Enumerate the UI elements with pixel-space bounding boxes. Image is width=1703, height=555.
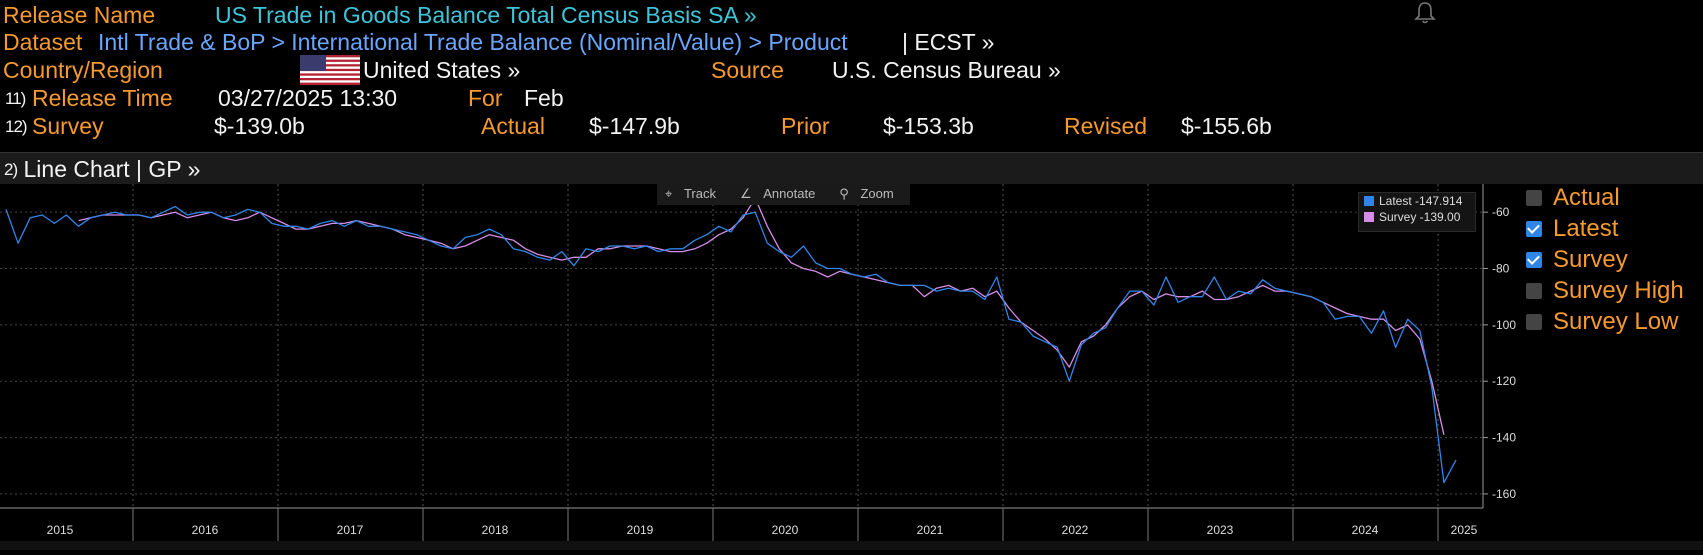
chart-section-number[interactable]: 2) xyxy=(4,160,18,179)
chart-section-label[interactable]: Line Chart | GP » xyxy=(23,156,201,182)
legend-latest: Latest -147.914 xyxy=(1359,193,1475,209)
actual-label: Actual xyxy=(481,113,545,139)
header-row-country: Country/Region United States » Source U.… xyxy=(0,55,1703,86)
x-tick-label: 2023 xyxy=(1207,523,1234,537)
y-tick-label: -60 xyxy=(1492,205,1510,219)
chart-section-bar: 2) Line Chart | GP » xyxy=(0,152,1703,185)
header-row-release-time: 11) Release Time 03/27/2025 13:30 For Fe… xyxy=(0,83,1703,114)
side-legend-latest[interactable]: Latest xyxy=(1526,214,1618,244)
side-legend-survey-low-label: Survey Low xyxy=(1553,308,1679,335)
series-line-latest xyxy=(5,205,1457,484)
y-tick-label: -140 xyxy=(1492,431,1516,445)
latest-checkbox[interactable] xyxy=(1526,221,1542,237)
source-link[interactable]: U.S. Census Bureau » xyxy=(832,57,1061,83)
for-label: For xyxy=(468,85,503,111)
x-tick-label: 2015 xyxy=(47,523,74,537)
legend-survey-swatch xyxy=(1364,212,1374,222)
zoom-button[interactable]: ⚲ Zoom xyxy=(831,183,909,205)
annotate-label: Annotate xyxy=(763,186,816,201)
revised-value: $-155.6b xyxy=(1181,113,1272,139)
side-legend-survey[interactable]: Survey xyxy=(1526,245,1628,275)
release-time-number[interactable]: 11) xyxy=(5,89,26,108)
bell-icon[interactable] xyxy=(1412,0,1438,26)
track-label: Track xyxy=(683,186,716,201)
x-tick-label: 2020 xyxy=(772,523,799,537)
release-time-value: 03/27/2025 13:30 xyxy=(218,85,398,111)
revised-label: Revised xyxy=(1064,113,1148,139)
dataset-ticker-link[interactable]: | ECST » xyxy=(902,29,995,55)
survey-value: $-139.0b xyxy=(214,113,305,139)
y-tick-label: -120 xyxy=(1492,374,1516,388)
header-row-dataset: Dataset Intl Trade & BoP > International… xyxy=(0,27,1703,58)
for-value: Feb xyxy=(524,85,564,111)
survey-high-checkbox[interactable] xyxy=(1526,283,1542,299)
prior-label: Prior xyxy=(781,113,830,139)
x-tick-label: 2022 xyxy=(1062,523,1089,537)
legend-survey: Survey -139.00 xyxy=(1359,209,1475,225)
zoom-label: Zoom xyxy=(860,186,894,201)
legend-latest-swatch xyxy=(1364,196,1374,206)
line-chart[interactable]: -60 -80 -100 -120 -140 -160 2015 2016 2017 2018 20… xyxy=(0,184,1703,550)
actual-checkbox[interactable] xyxy=(1526,190,1542,206)
chart-legend: Latest -147.914 Survey -139.00 xyxy=(1358,192,1476,232)
series-line-survey xyxy=(78,197,1445,435)
x-tick-label: 2017 xyxy=(337,523,364,537)
release-name-link[interactable]: US Trade in Goods Balance Total Census B… xyxy=(215,2,757,28)
header-row-survey: 12) Survey $-139.0b Actual $-147.9b Prio… xyxy=(0,111,1703,142)
us-flag-icon xyxy=(300,55,360,85)
y-tick-label: -80 xyxy=(1492,262,1510,276)
header-row-release: Release Name US Trade in Goods Balance T… xyxy=(0,0,1703,31)
y-tick-label: -100 xyxy=(1492,318,1516,332)
side-legend-survey-high[interactable]: Survey High xyxy=(1526,276,1684,306)
prior-value: $-153.3b xyxy=(883,113,974,139)
x-tick-label: 2019 xyxy=(627,523,654,537)
actual-value: $-147.9b xyxy=(589,113,680,139)
country-link[interactable]: United States » xyxy=(363,57,521,83)
side-legend-latest-label: Latest xyxy=(1553,215,1619,242)
annotate-button[interactable]: ∠ Annotate xyxy=(732,183,831,205)
chart-section-title[interactable]: 2) Line Chart | GP » xyxy=(4,153,200,188)
release-time-label[interactable]: Release Time xyxy=(32,85,173,111)
x-tick-label: 2024 xyxy=(1352,523,1379,537)
source-label: Source xyxy=(711,57,784,83)
x-tick-label: 2016 xyxy=(192,523,219,537)
x-tick-label: 2025 xyxy=(1451,523,1478,537)
x-tick-label: 2018 xyxy=(482,523,509,537)
y-tick-label: -160 xyxy=(1492,487,1516,501)
legend-survey-label: Survey -139.00 xyxy=(1379,210,1461,224)
survey-low-checkbox[interactable] xyxy=(1526,314,1542,330)
dataset-label: Dataset xyxy=(3,29,83,55)
side-legend-survey-high-label: Survey High xyxy=(1553,277,1684,304)
side-legend-actual-label: Actual xyxy=(1553,184,1620,211)
survey-checkbox[interactable] xyxy=(1526,252,1542,268)
side-legend-survey-low[interactable]: Survey Low xyxy=(1526,307,1678,337)
side-legend-actual[interactable]: Actual xyxy=(1526,183,1620,213)
country-label: Country/Region xyxy=(3,57,163,83)
bottom-section-bar xyxy=(0,541,1703,550)
dataset-path-link[interactable]: Intl Trade & BoP > International Trade B… xyxy=(98,29,848,55)
survey-label[interactable]: Survey xyxy=(32,113,104,139)
track-button[interactable]: ⌖ Track xyxy=(657,183,732,205)
x-tick-label: 2021 xyxy=(917,523,944,537)
chart-toolbar: ⌖ Track ∠ Annotate ⚲ Zoom xyxy=(657,183,910,205)
survey-number[interactable]: 12) xyxy=(5,117,28,136)
legend-latest-label: Latest -147.914 xyxy=(1379,194,1463,208)
chart-area[interactable]: -60 -80 -100 -120 -140 -160 2015 2016 2017 2018 20… xyxy=(0,184,1703,550)
side-legend-survey-label: Survey xyxy=(1553,246,1628,273)
release-name-label: Release Name xyxy=(3,2,156,28)
